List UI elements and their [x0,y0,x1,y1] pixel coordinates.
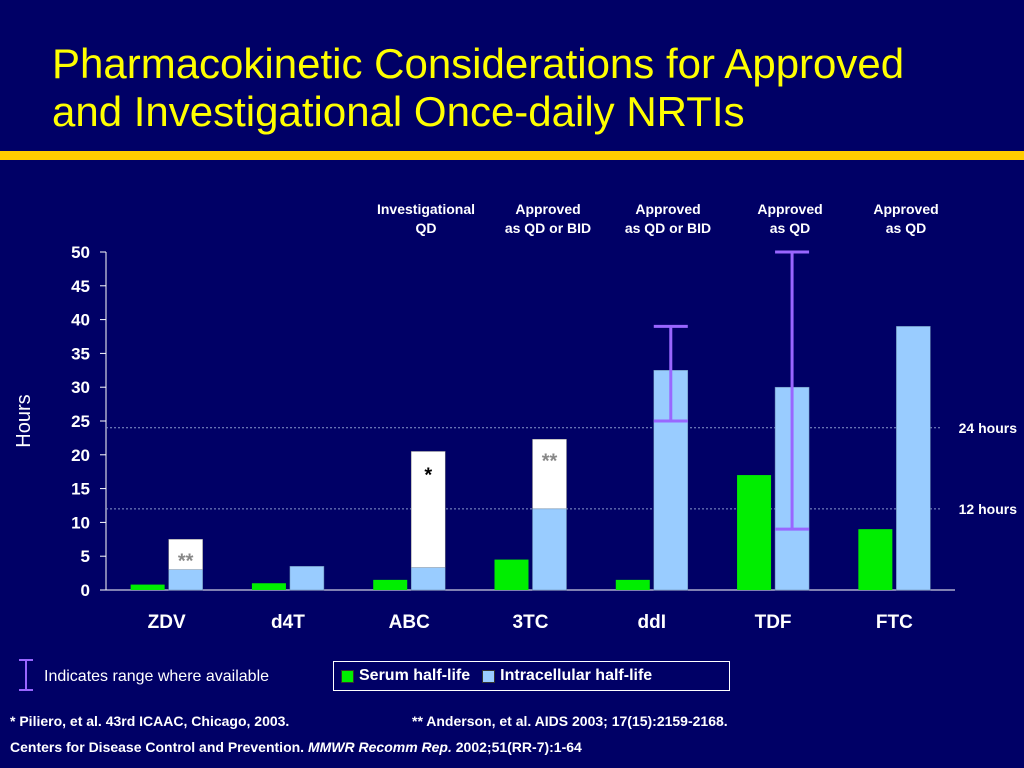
intracellular-bar [896,326,931,591]
y-tick-label: 45 [71,277,90,296]
y-axis-label: Hours [13,394,35,447]
serum-bar [373,579,408,590]
x-tick-label: ZDV [148,612,186,633]
intracellular-bar [410,567,446,591]
serum-bar [130,584,165,590]
serum-bar [615,579,650,590]
footnote-3-text: Centers for Disease Control and Preventi… [10,739,308,755]
footnote-3-citation: 2002;51(RR-7):1-64 [451,739,582,755]
serum-bar [858,529,893,590]
extended-bar [168,539,203,570]
title-line-2: and Investigational Once-daily NRTIs [52,88,745,135]
footnote-1: * Piliero, et al. 43rd ICAAC, Chicago, 2… [10,713,290,729]
serum-bar [494,559,529,590]
status-label-line2: as QD or BID [505,220,591,236]
intracellular-bar [168,569,203,591]
intracellular-bar [532,508,567,591]
y-tick-label: 35 [71,344,90,363]
y-tick-label: 0 [81,581,90,600]
y-tick-label: 40 [71,311,90,330]
x-tick-label: TDF [755,612,792,633]
title-underline [0,151,1024,160]
status-label-line1: Investigational [377,201,475,217]
y-tick-label: 5 [81,547,90,566]
legend-intracellular: Intracellular half-life [500,667,653,684]
y-tick-label: 10 [71,513,90,532]
range-legend-icon [19,659,33,691]
status-label-line2: as QD [886,220,926,236]
serum-swatch [341,669,354,683]
status-label-line1: Approved [635,201,700,217]
title-line-1: Pharmacokinetic Considerations for Appro… [52,40,905,87]
extended-bar-note: * [424,464,432,486]
y-tick-label: 15 [71,480,90,499]
slide-title: Pharmacokinetic Considerations for Appro… [52,40,1012,136]
footnote-2: ** Anderson, et al. AIDS 2003; 17(15):21… [412,713,728,729]
intracellular-bar [289,566,325,591]
chart-legend: Serum half-life Intracellular half-life [333,661,730,691]
x-tick-label: 3TC [513,612,549,633]
status-label-line2: as QD [770,220,810,236]
y-tick-label: 30 [71,378,90,397]
reference-line-label: 24 hours [959,420,1018,436]
extended-bar-note: ** [178,550,194,572]
y-tick-label: 25 [71,412,90,431]
footnote-3-journal: MMWR Recomm Rep. [307,739,452,755]
x-tick-label: FTC [876,612,913,633]
y-tick-label: 20 [71,446,90,465]
legend-serum: Serum half-life [359,667,471,684]
extended-bar-note: ** [542,450,558,472]
y-tick-label: 50 [71,243,90,262]
half-life-chart: 0 5 10 15 20 25 30 35 40 45 50 Hours 24 hours 12 hour… [13,201,1018,633]
status-label-line1: Approved [515,201,580,217]
extended-bar [532,439,567,510]
range-note: Indicates range where available [44,668,269,686]
status-label-line2: QD [416,220,437,236]
intracellular-swatch [482,669,496,683]
x-tick-label: d4T [271,612,305,633]
x-tick-label: ddI [638,612,667,633]
serum-bar [251,583,286,590]
reference-line-label: 12 hours [959,501,1018,517]
x-tick-label: ABC [389,612,430,633]
status-label-line1: Approved [873,201,938,217]
status-label-line2: as QD or BID [625,220,711,236]
status-label-line1: Approved [757,201,822,217]
range-note-text: Indicates range where available [44,668,270,685]
footnote-3: Centers for Disease Control and Preventi… [10,739,582,755]
extended-bar [410,451,446,568]
serum-bar [737,475,772,590]
